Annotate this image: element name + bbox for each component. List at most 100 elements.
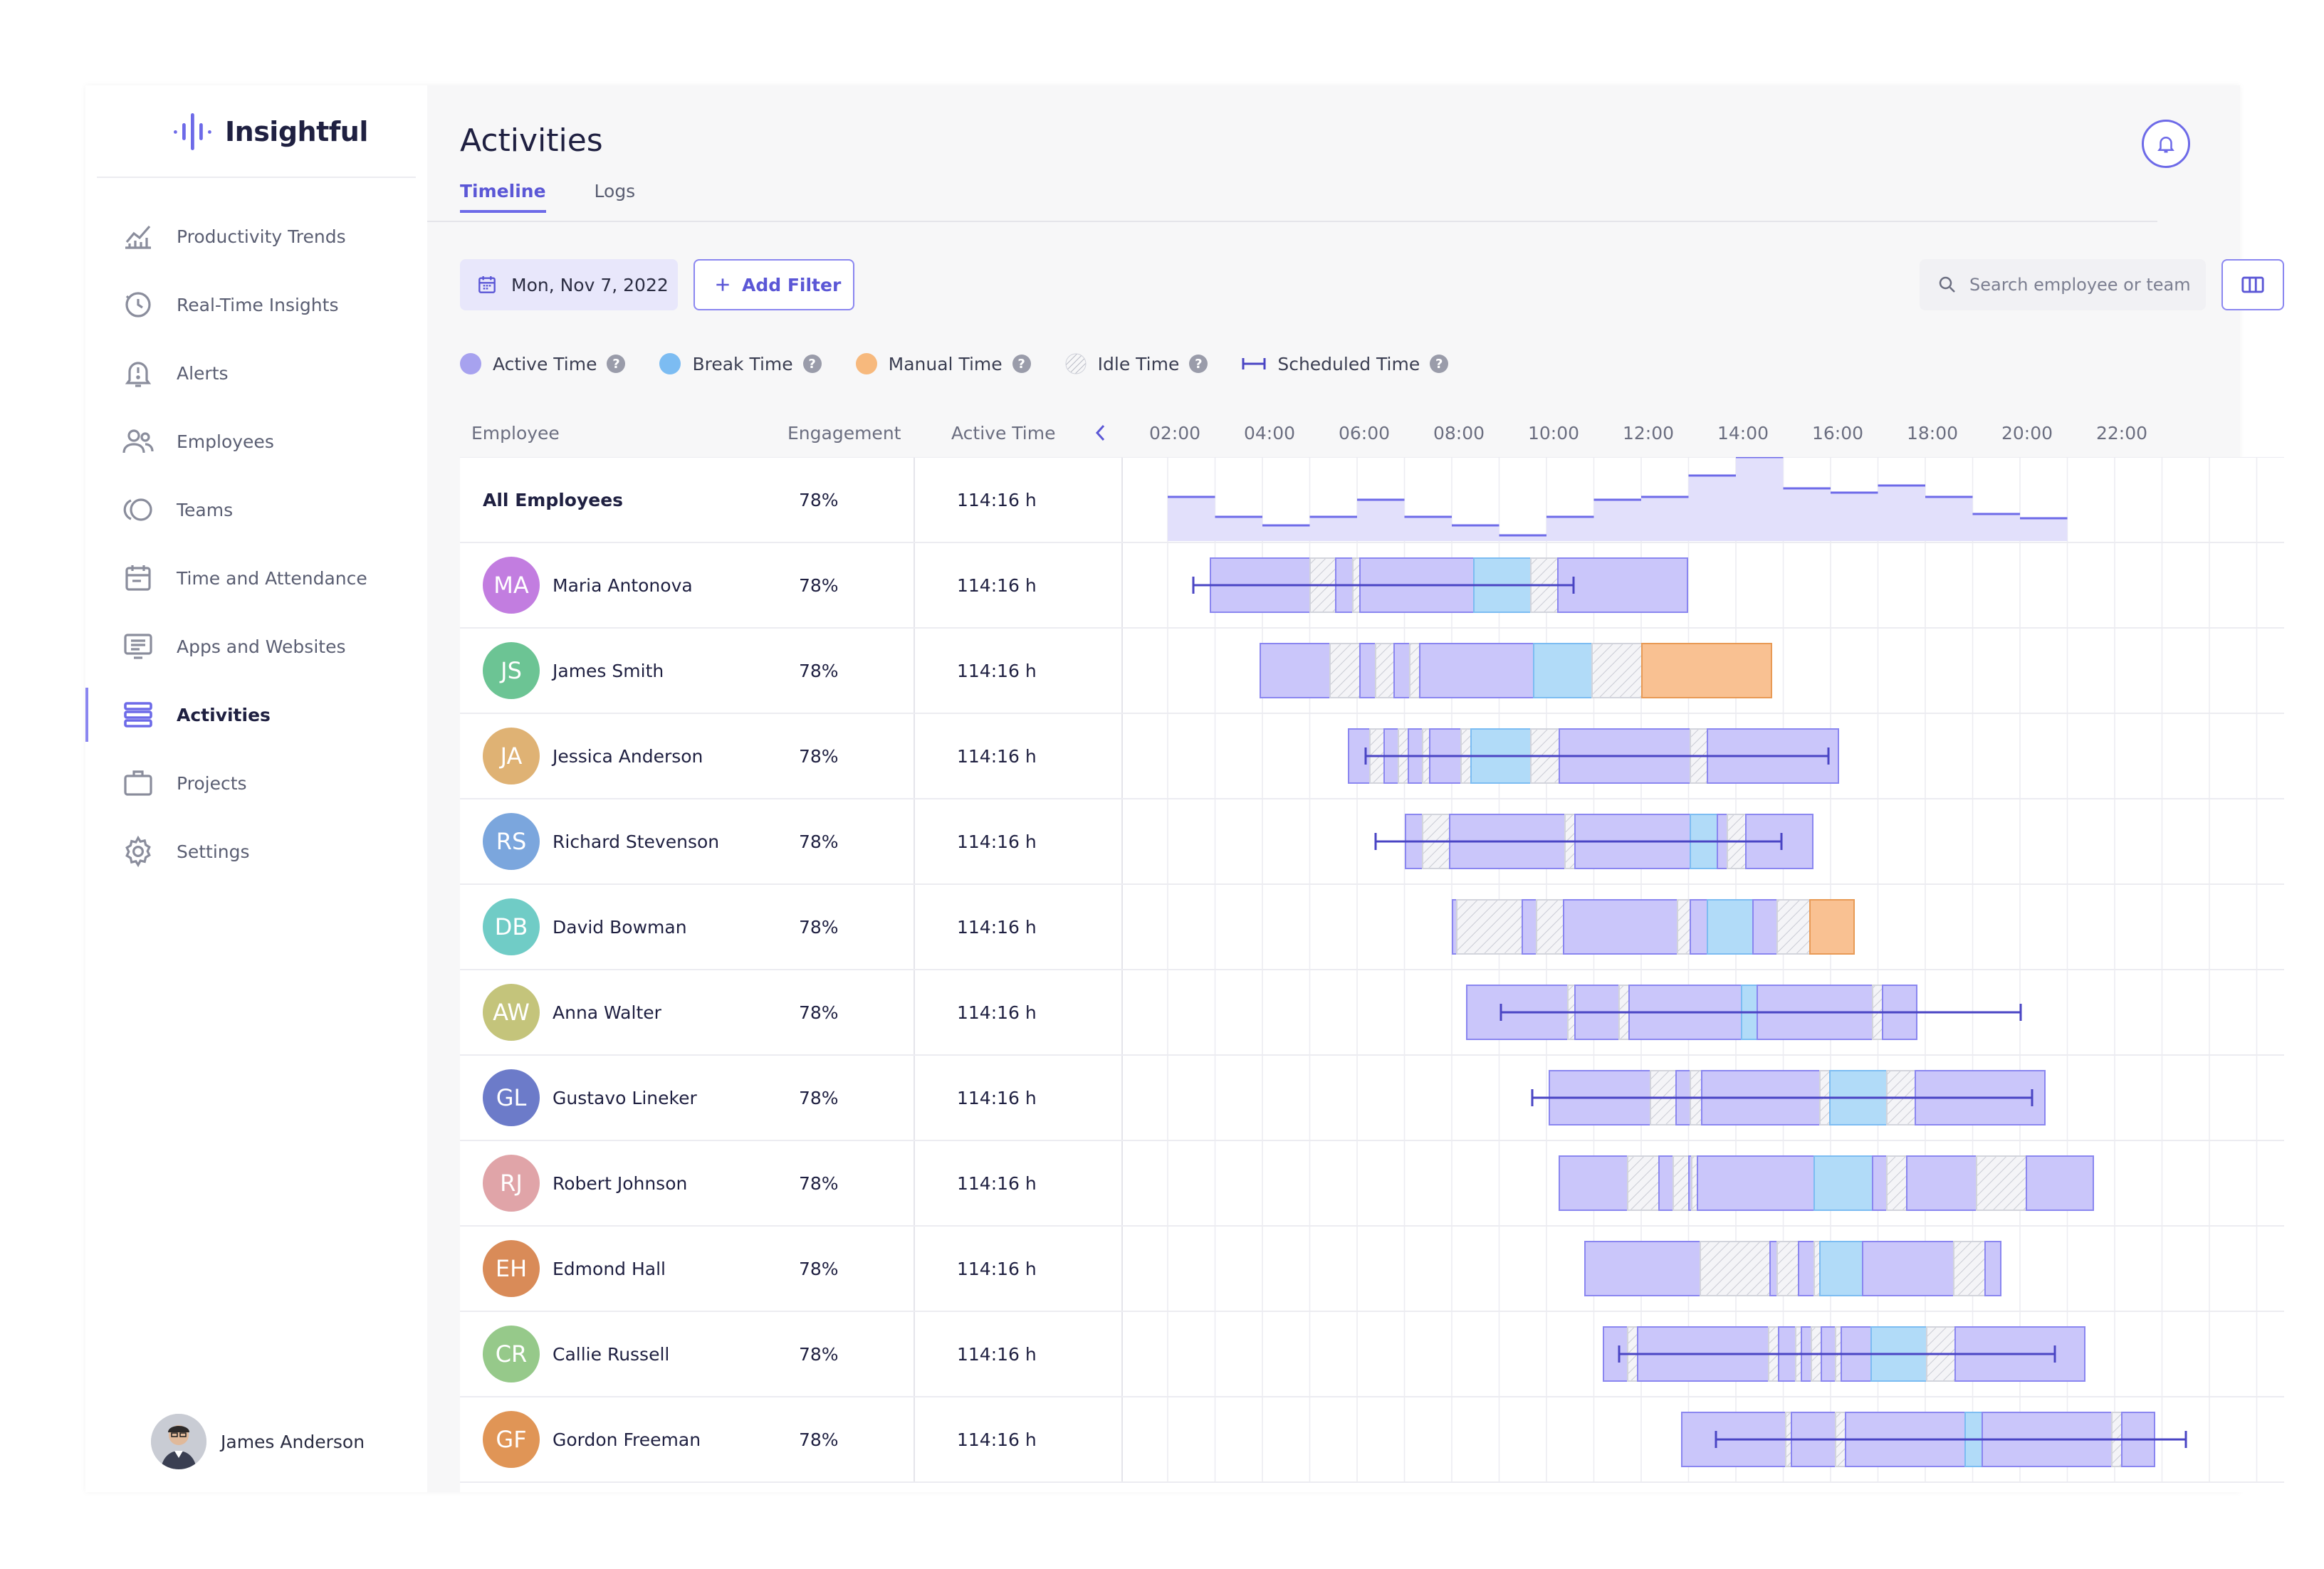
timeline-segment [1536,899,1564,955]
avatar [151,1414,206,1469]
timeline-segment [1419,643,1534,698]
avatar: CR [483,1326,540,1382]
table-row[interactable]: RS Richard Stevenson 78% 114:16 h [460,799,2284,884]
timeline-segment [1260,643,1331,698]
help-icon[interactable]: ? [802,355,822,373]
timeline-segment [1707,899,1754,955]
help-icon[interactable]: ? [1012,355,1031,373]
sidebar-item-real-time-insights[interactable]: Real-Time Insights [85,271,427,339]
table-row[interactable]: JA Jessica Anderson 78% 114:16 h [460,713,2284,799]
add-filter-label: Add Filter [742,274,842,295]
active-time-cell: 114:16 h [957,574,1037,596]
activities-list-icon [124,702,152,728]
legend-break-time: Break Time ? [659,353,822,374]
hour-label: 02:00 [1149,423,1201,444]
user-photo-icon [151,1414,206,1469]
hour-label: 10:00 [1528,423,1580,444]
employee-name: Gordon Freeman [553,1429,701,1450]
notifications-button[interactable] [2142,120,2190,168]
hour-label: 22:00 [2096,423,2148,444]
avatar: GL [483,1069,540,1126]
timeline-segment [1819,1241,1863,1296]
active-time-cell: 114:16 h [957,831,1037,852]
avatar: AW [483,984,540,1041]
active-time-swatch [460,353,481,374]
column-engagement[interactable]: Engagement [787,423,901,444]
timeline-segment [1776,899,1811,955]
help-icon[interactable]: ? [1430,355,1449,373]
table-row[interactable]: RJ Robert Johnson 78% 114:16 h [460,1140,2284,1226]
table-row[interactable]: EH Edmond Hall 78% 114:16 h [460,1226,2284,1311]
timeline-segment [1591,643,1643,698]
employee-cell: CR Callie Russell [483,1311,669,1397]
table-row[interactable]: JS James Smith 78% 114:16 h [460,628,2284,713]
table-row[interactable]: GL Gustavo Lineker 78% 114:16 h [460,1055,2284,1140]
chart-trend-icon [125,225,151,249]
sidebar-item-label: Teams [177,499,234,520]
hour-label: 20:00 [2001,423,2053,444]
column-employee[interactable]: Employee [471,423,560,444]
timeline-prev-icon[interactable] [1092,421,1109,444]
hour-label: 16:00 [1812,423,1864,444]
calendar-icon [478,276,496,293]
employee-name: James Smith [553,660,664,681]
tab-timeline[interactable]: Timeline [460,181,546,213]
timeline-segment [1862,1241,1954,1296]
timeline-grid [460,457,2284,1483]
columns-icon [2241,276,2264,293]
brand-logo[interactable]: Insightful [171,107,368,157]
sidebar-item-label: Employees [177,431,274,452]
users-icon [122,429,154,453]
columns-toggle-button[interactable] [2221,259,2284,310]
table-row[interactable]: CR Callie Russell 78% 114:16 h [460,1311,2284,1397]
sidebar-item-time-and-attendance[interactable]: Time and Attendance [85,544,427,612]
search-input[interactable] [1968,274,2199,295]
sidebar-item-apps-and-websites[interactable]: Apps and Websites [85,612,427,681]
help-icon[interactable]: ? [607,355,626,373]
sidebar-item-alerts[interactable]: Alerts [85,339,427,407]
hour-label: 04:00 [1244,423,1296,444]
add-filter-button[interactable]: Add Filter [693,259,854,310]
alert-bell-icon [125,362,152,387]
sidebar-item-projects[interactable]: Projects [85,749,427,817]
all-employees-line [1168,457,2068,537]
active-time-cell: 114:16 h [957,1258,1037,1279]
legend-label: Idle Time [1097,353,1180,374]
sidebar-item-employees[interactable]: Employees [85,407,427,476]
engagement-cell: 78% [799,1429,839,1450]
sidebar-item-teams[interactable]: Teams [85,476,427,544]
engagement-cell: 78% [799,831,839,852]
timeline-segment [2026,1155,2094,1211]
break-time-swatch [659,353,681,374]
engagement-cell: 78% [799,574,839,596]
employee-cell: All Employees [483,457,623,542]
engagement-cell: 78% [799,489,839,510]
table-row[interactable]: AW Anna Walter 78% 114:16 h [460,970,2284,1055]
idle-time-swatch [1065,353,1087,374]
table-row[interactable]: MA Maria Antonova 78% 114:16 h [460,542,2284,628]
legend-active-time: Active Time ? [460,353,626,374]
date-picker-button[interactable]: Mon, Nov 7, 2022 [460,259,678,310]
main-content: Activities Timeline Logs Mon, Nov 7, 202… [427,85,2284,1492]
avatar: JS [483,642,540,699]
employee-name: All Employees [483,489,624,510]
employee-cell: RJ Robert Johnson [483,1140,687,1226]
sidebar-item-activities[interactable]: Activities [85,681,427,749]
hour-label: 08:00 [1433,423,1485,444]
sidebar-divider [97,177,416,178]
column-active-time[interactable]: Active Time [951,423,1056,444]
timeline-table: All Employees 78% 114:16 h MA Maria Anto… [460,457,2284,1492]
help-icon[interactable]: ? [1189,355,1208,373]
sidebar-item-label: Projects [177,772,247,794]
clock-refresh-icon [125,292,151,318]
current-user[interactable]: James Anderson [151,1414,365,1469]
table-row[interactable]: DB David Bowman 78% 114:16 h [460,884,2284,970]
avatar: JA [483,728,540,784]
sidebar-item-productivity-trends[interactable]: Productivity Trends [85,202,427,271]
table-row-all-employees[interactable]: All Employees 78% 114:16 h [460,457,2284,542]
tab-logs[interactable]: Logs [594,181,636,201]
table-row[interactable]: GF Gordon Freeman 78% 114:16 h [460,1397,2284,1482]
sidebar-item-settings[interactable]: Settings [85,817,427,886]
engagement-cell: 78% [799,660,839,681]
timeline-segment [1563,899,1678,955]
